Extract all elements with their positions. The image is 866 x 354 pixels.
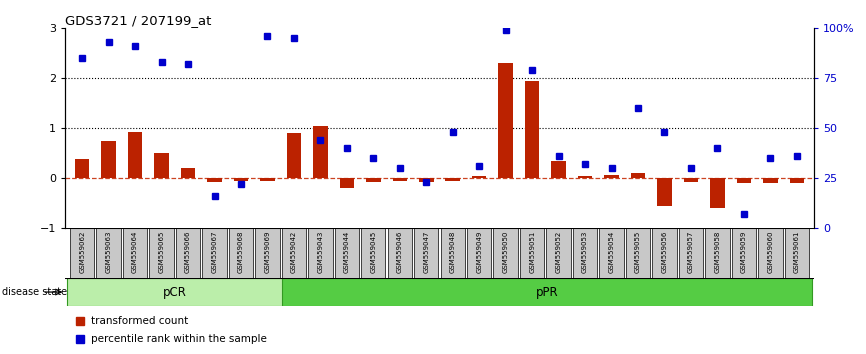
Bar: [96, 228, 120, 278]
Bar: [260, 178, 275, 181]
Bar: [552, 161, 565, 178]
Bar: [207, 178, 222, 182]
Text: pPR: pPR: [536, 286, 559, 298]
Bar: [419, 178, 434, 182]
Bar: [388, 228, 412, 278]
Bar: [467, 228, 491, 278]
Bar: [282, 278, 812, 306]
Bar: [313, 126, 327, 178]
Text: GSM559067: GSM559067: [211, 230, 217, 273]
Text: GSM559056: GSM559056: [662, 230, 668, 273]
Text: percentile rank within the sample: percentile rank within the sample: [91, 334, 267, 344]
Bar: [123, 228, 147, 278]
Bar: [525, 81, 540, 178]
Text: GSM559062: GSM559062: [79, 230, 85, 273]
Bar: [679, 228, 703, 278]
Bar: [652, 228, 676, 278]
Text: GSM559053: GSM559053: [582, 230, 588, 273]
Text: GSM559061: GSM559061: [794, 230, 800, 273]
Bar: [361, 228, 385, 278]
Bar: [737, 178, 751, 183]
Bar: [339, 178, 354, 188]
Text: transformed count: transformed count: [91, 316, 189, 326]
Bar: [234, 178, 249, 181]
Bar: [281, 228, 306, 278]
Bar: [441, 228, 465, 278]
Bar: [683, 178, 698, 182]
Bar: [154, 153, 169, 178]
Bar: [128, 132, 142, 178]
Bar: [334, 228, 359, 278]
Bar: [287, 133, 301, 178]
Bar: [520, 228, 545, 278]
Bar: [732, 228, 756, 278]
Text: GSM559051: GSM559051: [529, 230, 535, 273]
Bar: [445, 178, 460, 181]
Text: GSM559063: GSM559063: [106, 230, 112, 273]
Bar: [604, 175, 619, 178]
Bar: [494, 228, 518, 278]
Text: GSM559042: GSM559042: [291, 230, 297, 273]
Text: disease state: disease state: [2, 287, 67, 297]
Bar: [67, 278, 283, 306]
Text: GSM559059: GSM559059: [741, 230, 746, 273]
Bar: [203, 228, 227, 278]
Text: GSM559044: GSM559044: [344, 230, 350, 273]
Bar: [710, 178, 725, 208]
Bar: [763, 178, 778, 183]
Text: GSM559054: GSM559054: [609, 230, 615, 273]
Text: GSM559060: GSM559060: [767, 230, 773, 273]
Bar: [573, 228, 598, 278]
Bar: [392, 178, 407, 181]
Bar: [499, 63, 513, 178]
Bar: [70, 228, 94, 278]
Bar: [74, 159, 89, 178]
Text: pCR: pCR: [163, 286, 187, 298]
Text: GSM559065: GSM559065: [158, 230, 165, 273]
Bar: [472, 176, 487, 178]
Bar: [255, 228, 280, 278]
Text: GSM559055: GSM559055: [635, 230, 641, 273]
Bar: [546, 228, 571, 278]
Bar: [150, 228, 174, 278]
Bar: [657, 178, 672, 206]
Text: GSM559048: GSM559048: [449, 230, 456, 273]
Bar: [705, 228, 729, 278]
Text: GSM559050: GSM559050: [502, 230, 508, 273]
Bar: [785, 228, 809, 278]
Bar: [578, 176, 592, 178]
Bar: [229, 228, 253, 278]
Text: GSM559045: GSM559045: [371, 230, 377, 273]
Text: GSM559047: GSM559047: [423, 230, 430, 273]
Text: GSM559049: GSM559049: [476, 230, 482, 273]
Text: GSM559066: GSM559066: [185, 230, 191, 273]
Text: GSM559043: GSM559043: [317, 230, 323, 273]
Text: GSM559046: GSM559046: [397, 230, 403, 273]
Bar: [181, 169, 196, 178]
Text: GSM559052: GSM559052: [556, 230, 562, 273]
Bar: [790, 178, 805, 183]
Bar: [101, 141, 116, 178]
Bar: [599, 228, 624, 278]
Bar: [366, 178, 380, 182]
Text: GSM559057: GSM559057: [688, 230, 694, 273]
Text: GSM559069: GSM559069: [264, 230, 270, 273]
Text: GSM559064: GSM559064: [132, 230, 138, 273]
Bar: [176, 228, 200, 278]
Bar: [414, 228, 438, 278]
Text: GSM559058: GSM559058: [714, 230, 721, 273]
Bar: [626, 228, 650, 278]
Bar: [759, 228, 783, 278]
Bar: [630, 173, 645, 178]
Text: GDS3721 / 207199_at: GDS3721 / 207199_at: [65, 14, 211, 27]
Text: GSM559068: GSM559068: [238, 230, 244, 273]
Bar: [308, 228, 333, 278]
